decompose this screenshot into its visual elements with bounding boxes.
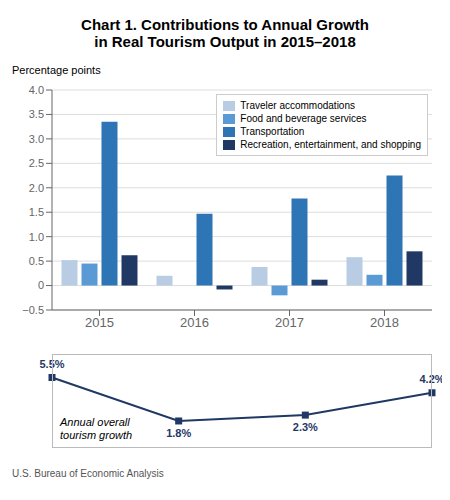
- html-text:Transportation: Transportation: [240, 126, 305, 137]
- svg-text:2.3%: 2.3%: [293, 421, 318, 433]
- html-text:Traveler accommodations: Traveler accommodations: [240, 100, 355, 111]
- html-text:U.S. Bureau of Economic Analys: U.S. Bureau of Economic Analysis: [12, 468, 164, 479]
- svg-text:1.8%: 1.8%: [166, 427, 191, 439]
- svg-text:2.5: 2.5: [29, 157, 44, 169]
- svg-text:1.5: 1.5: [29, 206, 44, 218]
- svg-text:0: 0: [38, 279, 44, 291]
- svg-text:2016: 2016: [180, 315, 209, 330]
- html-text:Recreation, entertainment, and: Recreation, entertainment, and shopping: [240, 139, 421, 150]
- html-text:Annual overall tourism growth: Annual overall tourism growth: [60, 416, 133, 441]
- html-text:Percentage points: Percentage points: [12, 64, 101, 76]
- svg-text:0.5: 0.5: [29, 255, 44, 267]
- svg-text:2018: 2018: [370, 315, 399, 330]
- svg-text:4.2%: 4.2%: [419, 373, 442, 385]
- svg-text:3.5: 3.5: [29, 108, 44, 120]
- html-text:Food and beverage services: Food and beverage services: [240, 113, 367, 124]
- svg-text:2.0: 2.0: [29, 182, 44, 194]
- svg-text:4.0: 4.0: [29, 84, 44, 96]
- svg-text:−0.5: −0.5: [22, 304, 44, 316]
- svg-text:2017: 2017: [275, 315, 304, 330]
- svg-text:2015: 2015: [85, 315, 114, 330]
- svg-text:1.0: 1.0: [29, 231, 44, 243]
- svg-text:5.5%: 5.5%: [39, 358, 64, 370]
- svg-text:3.0: 3.0: [29, 133, 44, 145]
- html-text:Chart 1. Contributions to Annu: Chart 1. Contributions to Annual Growth …: [81, 16, 369, 50]
